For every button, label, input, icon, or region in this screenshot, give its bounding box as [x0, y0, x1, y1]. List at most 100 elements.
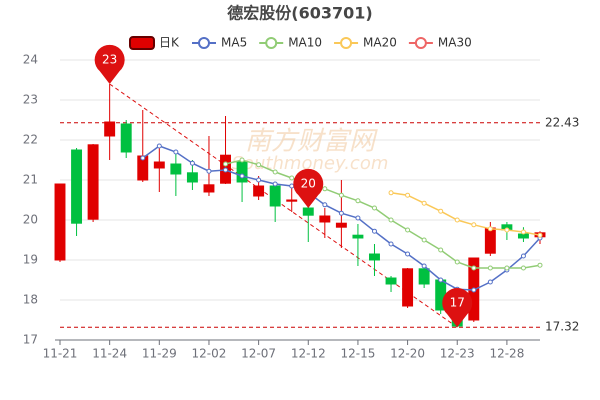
candle-body [369, 253, 380, 261]
ma-point [537, 232, 543, 238]
legend-label: 日K [159, 36, 180, 50]
legend-swatch [129, 36, 155, 50]
candle-body [236, 161, 248, 183]
ma-point [504, 265, 510, 271]
y-tick-label: 20 [23, 213, 38, 227]
candle-body [203, 184, 215, 193]
marker-label: 17 [450, 296, 465, 310]
y-tick-label: 21 [23, 173, 38, 187]
ma-point [405, 227, 411, 233]
candle-body [186, 172, 198, 183]
watermark: Southmoney.com [232, 153, 389, 174]
ma-point [272, 181, 278, 187]
ma-point [438, 247, 444, 253]
ma-point [189, 160, 195, 166]
ma-point [487, 279, 493, 285]
ma-point [471, 265, 477, 271]
ma-point [421, 237, 427, 243]
marker-label: 23 [102, 53, 117, 67]
ma-point [520, 265, 526, 271]
ma-point [471, 287, 477, 293]
marker-pin [94, 44, 125, 84]
legend-label: MA10 [288, 36, 322, 50]
candle-body [402, 268, 414, 307]
ma-point [289, 175, 295, 181]
ma-point [388, 241, 394, 247]
ma-point [156, 143, 162, 149]
marker-label: 20 [301, 177, 316, 191]
candle-body [335, 222, 347, 228]
candle-body [352, 234, 364, 239]
ma-point [471, 222, 477, 228]
x-tick-label: 12-02 [192, 347, 227, 361]
candle-body [153, 161, 165, 169]
ma-point [405, 192, 411, 198]
ma-point [454, 259, 460, 265]
candle-body [319, 215, 331, 223]
ma-point [338, 192, 344, 198]
y-tick-label: 19 [23, 253, 38, 267]
reference-label: 17.32 [545, 320, 579, 334]
x-tick-label: 11-21 [43, 347, 78, 361]
ma-point [256, 162, 262, 168]
ma-point [239, 173, 245, 179]
legend-swatch [265, 37, 278, 49]
marker-pin [442, 288, 473, 328]
x-tick-label: 11-24 [92, 347, 127, 361]
ma-point [223, 167, 229, 173]
candle-body [484, 227, 496, 254]
ma-point [338, 210, 344, 216]
ma-point [371, 228, 377, 234]
candle-body [54, 183, 66, 261]
reference-label: 22.43 [545, 115, 579, 129]
y-tick-label: 23 [23, 93, 38, 107]
candle-body [286, 199, 298, 202]
ma-point [388, 190, 394, 196]
ma-point [256, 177, 262, 183]
ma-point [487, 226, 493, 232]
ma-point [322, 186, 328, 192]
ma-point [405, 251, 411, 257]
ma-line [225, 159, 541, 269]
candle-body [302, 207, 314, 216]
ma-point [421, 200, 427, 206]
ma-point [487, 265, 493, 271]
x-tick-label: 12-15 [340, 347, 375, 361]
ma-point [454, 217, 460, 223]
candle-body [71, 149, 83, 224]
ma-line [390, 192, 541, 236]
watermark: 南方财富网 [245, 127, 378, 157]
ma-point [537, 262, 543, 268]
candle-body [104, 121, 116, 137]
ma-point [272, 169, 278, 175]
ma-point [289, 183, 295, 189]
ma-point [322, 202, 328, 208]
ma-point [173, 149, 179, 155]
candle-body [517, 233, 529, 239]
x-tick-label: 11-29 [142, 347, 177, 361]
ma-point [504, 227, 510, 233]
ma-point [520, 253, 526, 259]
ma-point [223, 161, 229, 167]
candle-body [120, 123, 132, 153]
candle-body [418, 268, 430, 285]
y-tick-label: 24 [23, 53, 38, 67]
x-tick-label: 12-23 [440, 347, 475, 361]
ma-point [355, 198, 361, 204]
candle-body [170, 163, 182, 175]
x-tick-label: 12-28 [489, 347, 524, 361]
candle-body [253, 185, 265, 197]
ma-point [438, 208, 444, 214]
ma-point [140, 155, 146, 161]
ma-point [239, 157, 245, 163]
legend-swatch [340, 37, 353, 49]
ma-point [206, 168, 212, 174]
legend-swatch [198, 37, 210, 49]
candle-body [87, 144, 99, 220]
x-tick-label: 12-12 [291, 347, 326, 361]
legend-swatch [414, 37, 427, 49]
y-tick-label: 18 [23, 293, 38, 307]
ma-point [371, 205, 377, 211]
candle-body [269, 185, 281, 207]
